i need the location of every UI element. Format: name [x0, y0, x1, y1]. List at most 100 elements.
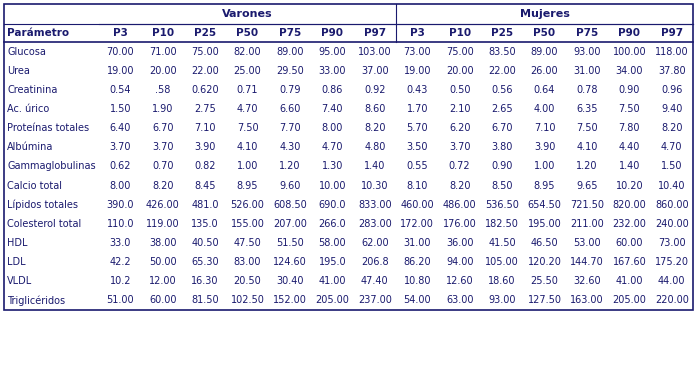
- Text: 232.00: 232.00: [613, 219, 646, 229]
- Text: 3.70: 3.70: [449, 142, 470, 152]
- Text: 8.00: 8.00: [109, 181, 131, 190]
- Text: 3.70: 3.70: [109, 142, 131, 152]
- Text: 135.0: 135.0: [191, 219, 219, 229]
- Text: 0.79: 0.79: [279, 85, 300, 95]
- Text: P90: P90: [321, 28, 344, 38]
- Text: 0.71: 0.71: [237, 85, 259, 95]
- Text: 33.0: 33.0: [109, 238, 131, 248]
- Text: 6.20: 6.20: [449, 123, 470, 133]
- Text: 0.62: 0.62: [109, 161, 131, 171]
- Text: 6.70: 6.70: [152, 123, 174, 133]
- Text: 37.00: 37.00: [361, 66, 389, 76]
- Text: 7.50: 7.50: [237, 123, 259, 133]
- Text: 0.43: 0.43: [406, 85, 428, 95]
- Text: 102.50: 102.50: [231, 295, 264, 305]
- Text: 41.50: 41.50: [489, 238, 516, 248]
- Text: 240.00: 240.00: [655, 219, 689, 229]
- Text: 211.00: 211.00: [570, 219, 604, 229]
- Text: 63.00: 63.00: [446, 295, 473, 305]
- Text: 4.70: 4.70: [237, 104, 259, 114]
- Text: P75: P75: [279, 28, 301, 38]
- Text: Calcio total: Calcio total: [7, 181, 62, 190]
- Text: 481.0: 481.0: [192, 200, 219, 210]
- Text: 144.70: 144.70: [570, 257, 604, 267]
- Text: 195.00: 195.00: [528, 219, 561, 229]
- Text: 75.00: 75.00: [446, 47, 473, 57]
- Text: P97: P97: [661, 28, 683, 38]
- Text: 0.86: 0.86: [322, 85, 343, 95]
- Text: 1.70: 1.70: [406, 104, 428, 114]
- Text: Ac. úrico: Ac. úrico: [7, 104, 49, 114]
- Text: 1.40: 1.40: [619, 161, 640, 171]
- Text: P50: P50: [236, 28, 259, 38]
- Text: 7.70: 7.70: [279, 123, 301, 133]
- Text: 1.30: 1.30: [322, 161, 343, 171]
- Text: 124.60: 124.60: [273, 257, 307, 267]
- Text: 7.80: 7.80: [619, 123, 640, 133]
- Text: Mujeres: Mujeres: [519, 9, 569, 19]
- Text: P10: P10: [152, 28, 174, 38]
- Text: 7.50: 7.50: [576, 123, 598, 133]
- Text: 0.82: 0.82: [194, 161, 216, 171]
- Text: 0.90: 0.90: [619, 85, 640, 95]
- Text: 10.2: 10.2: [109, 276, 131, 286]
- Text: 6.60: 6.60: [279, 104, 300, 114]
- Text: 205.00: 205.00: [613, 295, 646, 305]
- Text: 51.50: 51.50: [276, 238, 304, 248]
- Text: 47.50: 47.50: [233, 238, 261, 248]
- Text: 7.50: 7.50: [618, 104, 640, 114]
- Text: 207.00: 207.00: [273, 219, 307, 229]
- Text: 54.00: 54.00: [404, 295, 431, 305]
- Text: 10.80: 10.80: [404, 276, 431, 286]
- Text: 2.75: 2.75: [194, 104, 216, 114]
- Text: P50: P50: [533, 28, 556, 38]
- Text: Proteínas totales: Proteínas totales: [7, 123, 89, 133]
- Text: 486.00: 486.00: [443, 200, 477, 210]
- Text: 42.2: 42.2: [109, 257, 131, 267]
- Text: Varones: Varones: [222, 9, 273, 19]
- Text: 100.00: 100.00: [613, 47, 646, 57]
- Text: 71.00: 71.00: [149, 47, 176, 57]
- Text: 860.00: 860.00: [655, 200, 689, 210]
- Text: 4.10: 4.10: [576, 142, 597, 152]
- Text: 4.80: 4.80: [364, 142, 385, 152]
- Text: 7.40: 7.40: [321, 104, 343, 114]
- Text: 1.00: 1.00: [534, 161, 556, 171]
- Text: P3: P3: [410, 28, 424, 38]
- Text: 9.40: 9.40: [661, 104, 682, 114]
- Text: 20.50: 20.50: [233, 276, 261, 286]
- Text: 266.0: 266.0: [319, 219, 346, 229]
- Text: 167.60: 167.60: [613, 257, 646, 267]
- Text: 172.00: 172.00: [400, 219, 434, 229]
- Text: 8.00: 8.00: [322, 123, 343, 133]
- Text: 60.00: 60.00: [615, 238, 643, 248]
- Text: 0.56: 0.56: [491, 85, 513, 95]
- Text: 10.40: 10.40: [658, 181, 686, 190]
- Text: 7.10: 7.10: [194, 123, 216, 133]
- Text: 82.00: 82.00: [233, 47, 261, 57]
- Text: P25: P25: [194, 28, 216, 38]
- Text: Gammaglobulinas: Gammaglobulinas: [7, 161, 95, 171]
- Text: Triglicéridos: Triglicéridos: [7, 295, 65, 306]
- Text: 29.50: 29.50: [276, 66, 304, 76]
- Text: 94.00: 94.00: [446, 257, 473, 267]
- Text: 93.00: 93.00: [489, 295, 516, 305]
- Text: 8.45: 8.45: [194, 181, 216, 190]
- Text: 175.20: 175.20: [654, 257, 689, 267]
- Text: 75.00: 75.00: [191, 47, 219, 57]
- Text: 1.40: 1.40: [364, 161, 385, 171]
- Text: 62.00: 62.00: [361, 238, 389, 248]
- Text: P75: P75: [576, 28, 598, 38]
- Text: 110.0: 110.0: [107, 219, 134, 229]
- Text: 4.40: 4.40: [619, 142, 640, 152]
- Text: 51.00: 51.00: [107, 295, 134, 305]
- Text: 833.00: 833.00: [358, 200, 392, 210]
- Text: 608.50: 608.50: [273, 200, 307, 210]
- Text: 127.50: 127.50: [528, 295, 562, 305]
- Text: Albúmina: Albúmina: [7, 142, 54, 152]
- Text: 1.50: 1.50: [661, 161, 682, 171]
- Text: 2.65: 2.65: [491, 104, 513, 114]
- Text: 53.00: 53.00: [573, 238, 601, 248]
- Text: 103.00: 103.00: [358, 47, 392, 57]
- Text: 50.00: 50.00: [149, 257, 176, 267]
